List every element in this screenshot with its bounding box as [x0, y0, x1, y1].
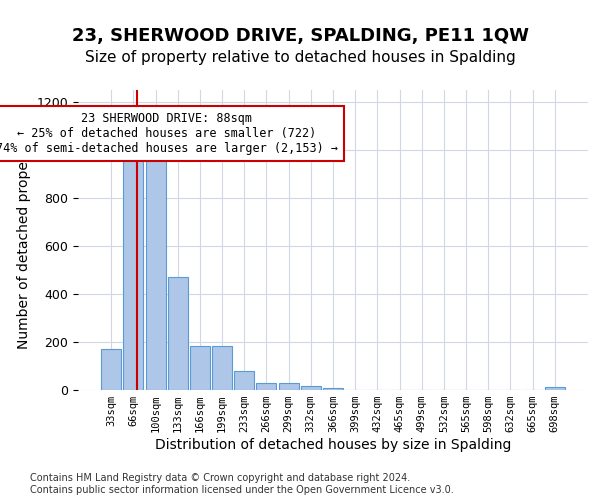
Bar	[124, 157, 143, 390]
Bar	[545, 387, 565, 390]
Bar	[212, 346, 232, 390]
Bar	[234, 371, 254, 390]
Text: 23 SHERWOOD DRIVE: 88sqm
← 25% of detached houses are smaller (722)
74% of semi-: 23 SHERWOOD DRIVE: 88sqm ← 25% of detach…	[0, 112, 338, 154]
Bar	[146, 152, 166, 390]
Bar	[278, 384, 299, 390]
Y-axis label: Number of detached properties: Number of detached properties	[17, 130, 31, 350]
Text: 23, SHERWOOD DRIVE, SPALDING, PE11 1QW: 23, SHERWOOD DRIVE, SPALDING, PE11 1QW	[71, 28, 529, 46]
Bar	[168, 277, 188, 390]
Bar	[301, 386, 321, 390]
Bar	[101, 349, 121, 390]
Text: Size of property relative to detached houses in Spalding: Size of property relative to detached ho…	[85, 50, 515, 65]
Bar	[190, 346, 210, 390]
Text: Contains HM Land Registry data © Crown copyright and database right 2024.
Contai: Contains HM Land Registry data © Crown c…	[30, 474, 454, 495]
X-axis label: Distribution of detached houses by size in Spalding: Distribution of detached houses by size …	[155, 438, 511, 452]
Bar	[323, 388, 343, 390]
Bar	[256, 384, 277, 390]
